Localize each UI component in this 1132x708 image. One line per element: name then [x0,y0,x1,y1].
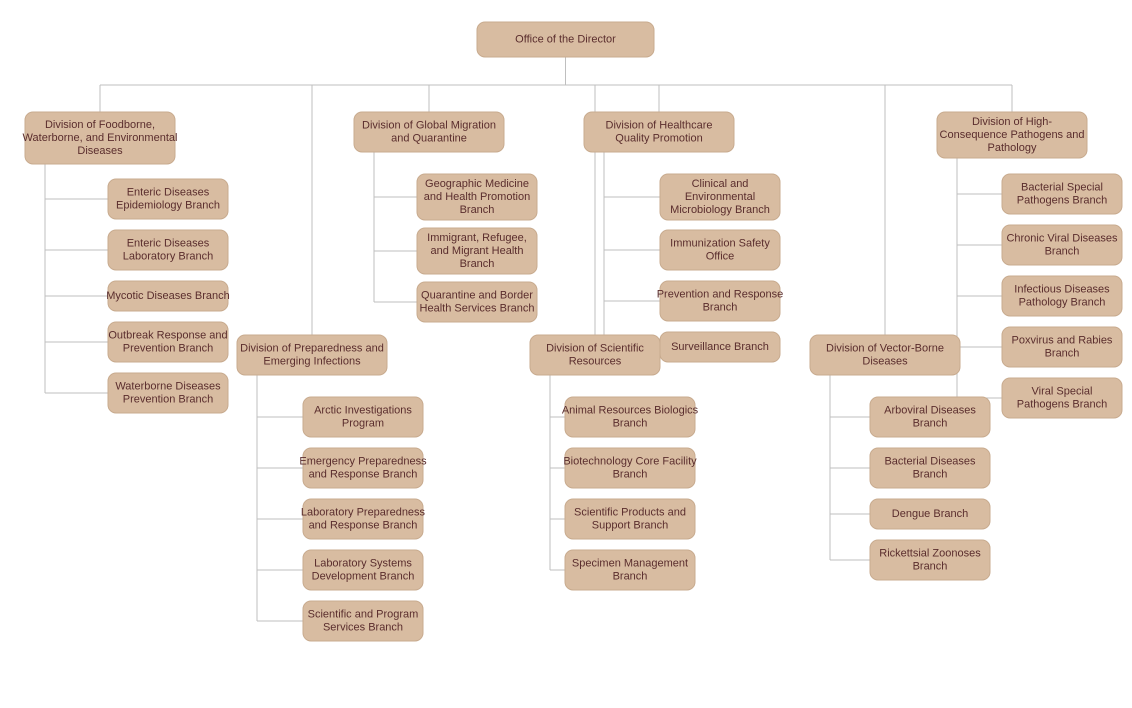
branch-node-label: Laboratory Systems [314,557,412,569]
branch-node-label: Pathology Branch [1019,296,1106,308]
division-node-label: Division of Foodborne, [45,119,155,131]
branch-node-label: Enteric Diseases [127,237,210,249]
branch-node-label: and Health Promotion [424,191,530,203]
branch-node-label: Laboratory Preparedness [301,506,426,518]
division-node-label: Division of Vector-Borne [826,342,944,354]
branch-node-label: Immigrant, Refugee, [427,232,527,244]
branch-node-label: Quarantine and Border [421,289,533,301]
branch-node-label: Prevention and Response [657,288,784,300]
branch-node-label: Laboratory Branch [123,250,214,262]
branch-node-label: Outbreak Response and [108,329,227,341]
branch-node-label: Bacterial Special [1021,181,1103,193]
branch-node-label: and Response Branch [309,519,418,531]
branch-node-label: Enteric Diseases [127,186,210,198]
org-chart: Office of the Director Division of Foodbo… [0,0,1132,708]
division-node-label: Quality Promotion [615,132,702,144]
branch-node-label: Bacterial Diseases [884,455,976,467]
division-node-label: Emerging Infections [263,355,361,367]
branch-node-label: and Migrant Health [431,245,524,257]
branch-node-label: Prevention Branch [123,393,214,405]
branch-node-label: Rickettsial Zoonoses [879,547,981,559]
division-node-label: Division of High- [972,116,1052,128]
branch-node-label: Scientific Products and [574,506,686,518]
branch-node-label: Branch [613,468,648,480]
branch-node-label: Branch [1045,245,1080,257]
branch-node-label: Microbiology Branch [670,204,770,216]
division-node-label: Diseases [77,145,123,157]
division-node-label: Waterborne, and Environmental [23,132,178,144]
division-node-label: Division of Scientific [546,342,644,354]
branch-node-label: Development Branch [312,570,415,582]
branch-node-label: Branch [913,468,948,480]
branch-node-label: Branch [1045,347,1080,359]
branch-node-label: Branch [460,204,495,216]
branch-node-label: Branch [460,258,495,270]
branch-node-label: Pathogens Branch [1017,398,1108,410]
division-node-label: Division of Preparedness and [240,342,384,354]
branch-node-label: Clinical and [692,178,749,190]
division-node-label: Division of Healthcare [606,119,713,131]
branch-node-label: Viral Special [1032,385,1093,397]
branch-node-label: Office [706,250,735,262]
division-node-label: Pathology [988,142,1037,154]
branch-node-label: Branch [703,301,738,313]
branch-node-label: Biotechnology Core Facility [563,455,697,467]
division-node-label: Consequence Pathogens and [940,129,1085,141]
branch-node-label: Chronic Viral Diseases [1006,232,1118,244]
branch-node-label: Branch [913,560,948,572]
branch-node-label: Services Branch [323,621,403,633]
division-node-label: Resources [569,355,622,367]
branch-node-label: Health Services Branch [420,302,535,314]
branch-node-label: Animal Resources Biologics [562,404,699,416]
branch-node-label: Environmental [685,191,755,203]
branch-node-label: Immunization Safety [670,237,770,249]
root-node-label: Office of the Director [515,33,616,45]
branch-node-label: Program [342,417,384,429]
division-node-label: Diseases [862,355,908,367]
branch-node-label: Epidemiology Branch [116,199,220,211]
branch-node-label: Dengue Branch [892,508,968,520]
branch-node-label: Poxvirus and Rabies [1012,334,1113,346]
branch-node-label: Surveillance Branch [671,341,769,353]
branch-node-label: Arctic Investigations [314,404,412,416]
branch-node-label: and Response Branch [309,468,418,480]
branch-node-label: Arboviral Diseases [884,404,976,416]
branch-node-label: Specimen Management [572,557,688,569]
branch-node-label: Branch [613,417,648,429]
division-node-label: and Quarantine [391,132,467,144]
branch-node-label: Mycotic Diseases Branch [106,290,230,302]
branch-node-label: Scientific and Program [308,608,419,620]
branch-node-label: Waterborne Diseases [115,380,221,392]
branch-node-label: Emergency Preparedness [299,455,427,467]
division-node-label: Division of Global Migration [362,119,496,131]
branch-node-label: Pathogens Branch [1017,194,1108,206]
branch-node-label: Prevention Branch [123,342,214,354]
branch-node-label: Branch [913,417,948,429]
branch-node-label: Support Branch [592,519,668,531]
branch-node-label: Infectious Diseases [1014,283,1110,295]
branch-node-label: Geographic Medicine [425,178,529,190]
branch-node-label: Branch [613,570,648,582]
